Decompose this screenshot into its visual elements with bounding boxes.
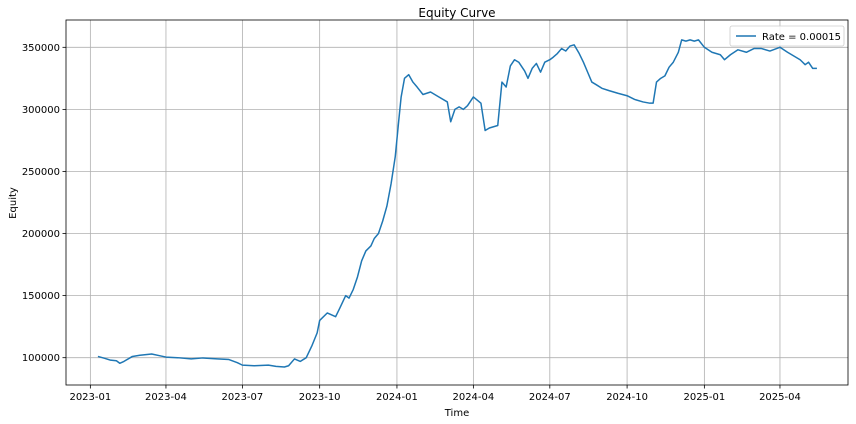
y-axis-label: Equity	[8, 187, 19, 219]
x-tick-label: 2024-01	[376, 392, 418, 403]
plot-frame	[65, 19, 849, 386]
y-tick-label: 250000	[22, 167, 60, 178]
x-tick-label: 2023-07	[221, 392, 263, 403]
y-tick-label: 300000	[22, 105, 60, 116]
x-tick-label: 2025-01	[683, 392, 725, 403]
series-line	[97, 39, 817, 368]
legend: Rate = 0.00015	[729, 25, 845, 47]
legend-box	[729, 25, 845, 47]
y-tick-label: 200000	[22, 229, 60, 240]
x-tick-label: 2023-10	[299, 392, 341, 403]
y-axis-ticks: 100000 150000 200000 250000 300000 350000	[22, 43, 66, 364]
x-tick-label: 2023-01	[69, 392, 111, 403]
legend-series-label: Rate = 0.00015	[762, 32, 841, 43]
plot-area	[97, 39, 817, 368]
x-tick-label: 2025-04	[759, 392, 801, 403]
y-tick-label: 350000	[22, 43, 60, 54]
x-tick-label: 2023-04	[145, 392, 187, 403]
x-axis-label: Time	[444, 408, 469, 419]
x-tick-label: 2024-10	[606, 392, 648, 403]
x-tick-label: 2024-04	[452, 392, 494, 403]
grid-lines	[66, 20, 848, 385]
y-tick-label: 150000	[22, 291, 60, 302]
x-tick-label: 2024-07	[529, 392, 571, 403]
chart-title: Equity Curve	[418, 6, 495, 20]
y-tick-label: 100000	[22, 353, 60, 364]
x-axis-ticks: 2023-01 2023-04 2023-07 2023-10 2024-01 2024-…	[69, 385, 801, 403]
